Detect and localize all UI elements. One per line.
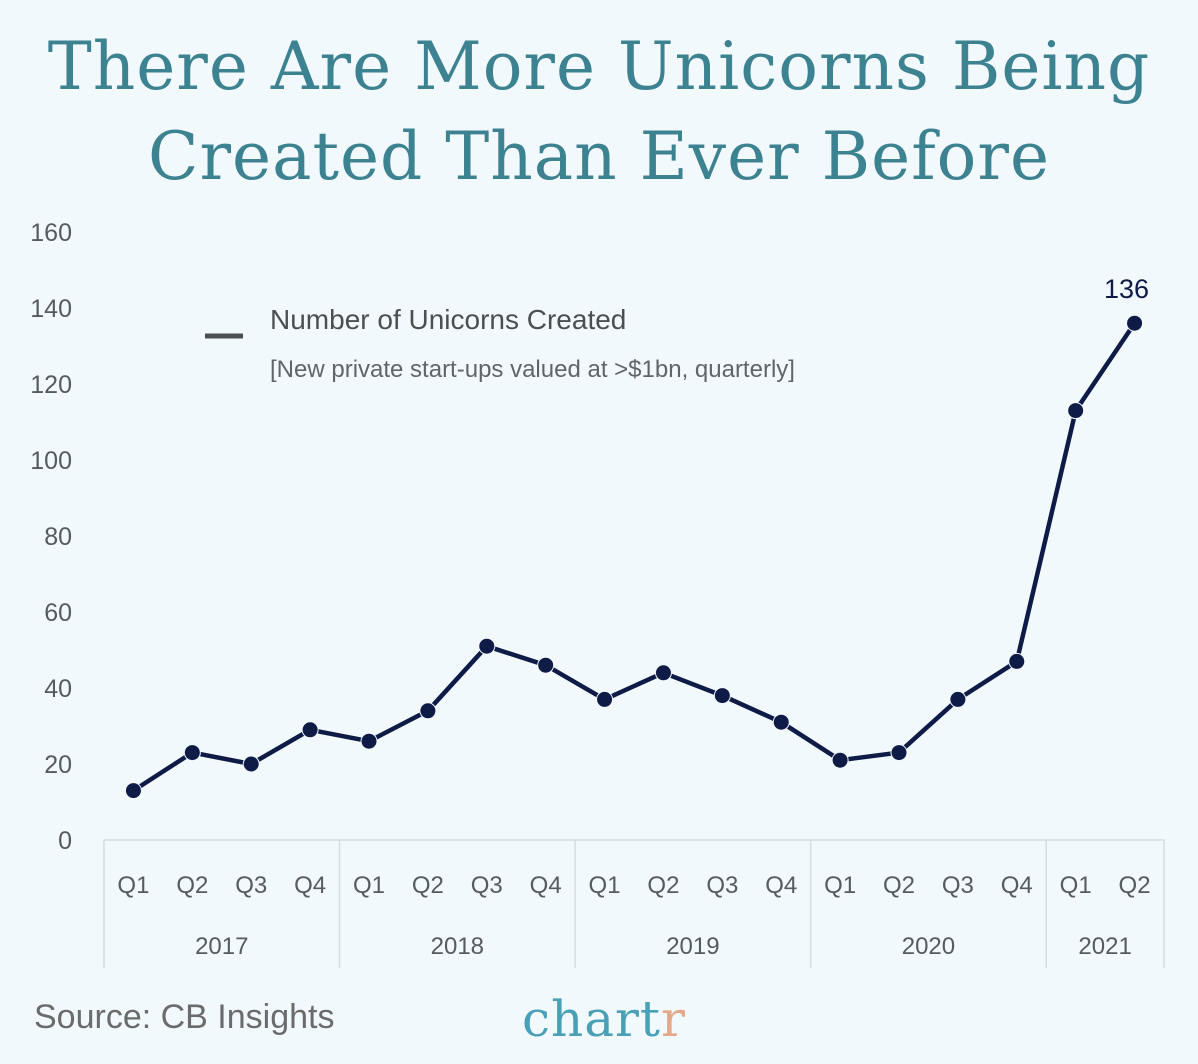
brand-logo-main: chart (522, 990, 662, 1048)
legend-subtitle: [New private start-ups valued at >$1bn, … (270, 356, 795, 383)
data-point (654, 664, 672, 682)
y-tick-label: 60 (44, 599, 72, 627)
x-tick-label: Q2 (412, 872, 444, 899)
data-point (478, 637, 496, 655)
legend-title: Number of Unicorns Created (270, 304, 626, 335)
x-tick-label: Q3 (471, 872, 503, 899)
x-group-label: 2020 (902, 933, 955, 960)
data-point (537, 656, 555, 674)
x-group-label: 2019 (666, 933, 719, 960)
data-point (183, 744, 201, 762)
x-axis: Q1 Q2 Q3 Q4 Q1 Q2 Q3 Q4 Q1 Q2 Q3 Q4 Q1 Q2 Q3 Q4 Q1 Q2 2017… (103, 839, 1165, 968)
x-tick-label: Q1 (117, 872, 149, 899)
brand-logo: chartr (522, 990, 686, 1048)
y-tick-label: 0 (58, 827, 72, 855)
data-point (713, 687, 731, 705)
data-label: 136 (1104, 274, 1149, 304)
x-tick-label: Q1 (1060, 872, 1092, 899)
y-tick-label: 40 (44, 675, 72, 703)
x-tick-label: Q4 (294, 872, 326, 899)
data-point (596, 690, 614, 708)
x-group-label: 2021 (1078, 933, 1131, 960)
x-tick-label: Q2 (647, 872, 679, 899)
x-tick-label: Q1 (353, 872, 385, 899)
annotations: 136 (1104, 274, 1149, 304)
x-tick-label: Q3 (706, 872, 738, 899)
chart-title: There Are More Unicorns Being Created Th… (0, 22, 1198, 202)
y-tick-label: 160 (30, 219, 72, 247)
x-tick-label: Q2 (176, 872, 208, 899)
x-tick-label: Q1 (824, 872, 856, 899)
data-point (301, 721, 319, 739)
y-axis: 0 20 40 60 80 100 120 140 160 (30, 219, 72, 855)
y-tick-label: 120 (30, 371, 72, 399)
x-tick-label: Q1 (589, 872, 621, 899)
series-group (124, 314, 1144, 800)
chart-title-line-2: Created Than Ever Before (147, 118, 1050, 195)
series-line (131, 320, 1137, 793)
x-tick-label: Q4 (1001, 872, 1033, 899)
x-group-label: 2017 (195, 933, 248, 960)
y-tick-label: 140 (30, 295, 72, 323)
x-tick-label: Q2 (883, 872, 915, 899)
data-point (1126, 314, 1144, 332)
brand-logo-accent: r (661, 990, 686, 1048)
x-tick-label: Q4 (765, 872, 797, 899)
x-tick-label: Q4 (530, 872, 562, 899)
x-group-label: 2018 (431, 933, 484, 960)
y-tick-label: 80 (44, 523, 72, 551)
data-point (1008, 652, 1026, 670)
data-point (360, 732, 378, 750)
data-point (419, 702, 437, 720)
legend: Number of Unicorns Created [New private … (205, 304, 795, 383)
y-tick-label: 100 (30, 447, 72, 475)
chart-title-line-1: There Are More Unicorns Being (47, 28, 1151, 105)
y-tick-label: 20 (44, 751, 72, 779)
x-tick-label: Q3 (235, 872, 267, 899)
data-point (949, 690, 967, 708)
data-point (1067, 402, 1085, 420)
data-point (772, 713, 790, 731)
data-point (242, 755, 260, 773)
x-tick-label: Q2 (1119, 872, 1151, 899)
source-note: Source: CB Insights (34, 998, 335, 1036)
data-point (124, 782, 142, 800)
data-point (890, 744, 908, 762)
x-tick-label: Q3 (942, 872, 974, 899)
data-point (831, 751, 849, 769)
